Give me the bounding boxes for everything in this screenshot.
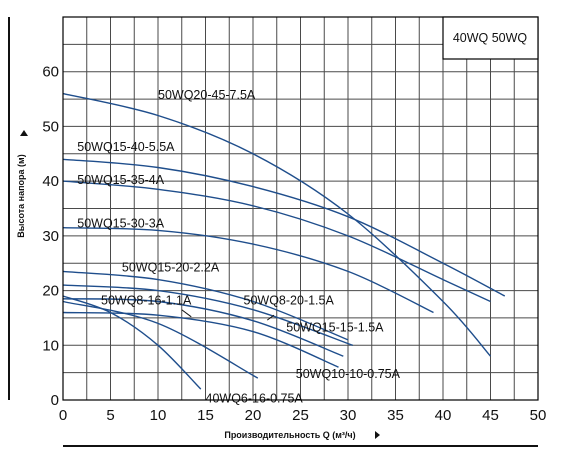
y-tick-label: 30: [42, 228, 59, 245]
x-tick-label: 50: [530, 407, 547, 424]
series-label: 50WQ15-15-1.5A: [286, 321, 384, 335]
x-tick-label: 40: [435, 407, 452, 424]
x-tick-label: 15: [197, 407, 214, 424]
y-tick-label: 0: [51, 392, 59, 409]
series-line: [62, 92, 492, 357]
series-line: [62, 300, 259, 379]
x-axis-arrow-icon: [375, 431, 380, 439]
curve-labels: 50WQ20-45-7.5A 50WQ15-40-5.5A 50WQ15-35-4A…: [77, 88, 400, 406]
legend-box: 40WQ 50WQ: [442, 16, 539, 60]
x-axis-title: Производительность Q (м³/ч): [224, 430, 355, 440]
y-axis-arrow-icon: [20, 130, 28, 136]
series-label: 50WQ20-45-7.5A: [158, 88, 256, 102]
x-axis-title-group: Производительность Q (м³/ч): [63, 430, 538, 447]
series-label: 50WQ15-20-2.2A: [122, 260, 220, 274]
series-label: 40WQ6-16-0.75A: [206, 392, 304, 406]
plot-frame: [62, 16, 539, 401]
y-tick-label: 10: [42, 337, 59, 354]
x-tick-label: 30: [340, 407, 357, 424]
x-tick-label: 20: [245, 407, 262, 424]
x-tick-label: 0: [59, 407, 67, 424]
series-label: 50WQ10-10-0.75A: [296, 367, 401, 381]
y-tick-label: 50: [42, 118, 59, 135]
x-tick-label: 5: [106, 407, 114, 424]
series-line: [62, 227, 434, 314]
series-label: 50WQ8-16-1.1A: [101, 293, 192, 307]
y-axis-title: Высота напора (м): [16, 154, 26, 237]
x-tick-label: 10: [150, 407, 167, 424]
legend-box-text: 40WQ 50WQ: [453, 31, 528, 45]
series-label: 50WQ8-20-1.5A: [244, 293, 335, 307]
y-tick-label: 40: [42, 173, 59, 190]
x-tick-label: 25: [292, 407, 309, 424]
series-line: [62, 311, 339, 368]
label-leader-line: [181, 309, 192, 318]
series-label: 50WQ15-30-3A: [77, 217, 165, 231]
legend-box-frame: [442, 16, 539, 60]
x-tick-label: 45: [482, 407, 499, 424]
label-leader-line: [266, 314, 275, 321]
series-line: [62, 158, 506, 297]
y-tick-label: 60: [42, 64, 59, 81]
series-line: [62, 284, 354, 346]
y-tick-label: 20: [42, 283, 59, 300]
grid: [63, 17, 538, 400]
x-tick-label: 35: [387, 407, 404, 424]
y-axis-title-group: Высота напора (м): [8, 17, 28, 400]
series-label: 50WQ15-40-5.5A: [77, 140, 175, 154]
tick-labels: 0 5 10 15 20 25 30 35 40 45 50 0 10 20 30 40 50 60: [42, 64, 546, 424]
performance-curves: [62, 92, 506, 390]
series-label: 50WQ15-35-4A: [77, 173, 165, 187]
series-line: [62, 180, 491, 303]
series-line: [62, 298, 344, 357]
series-line: [62, 295, 202, 390]
series-line: [62, 270, 349, 341]
